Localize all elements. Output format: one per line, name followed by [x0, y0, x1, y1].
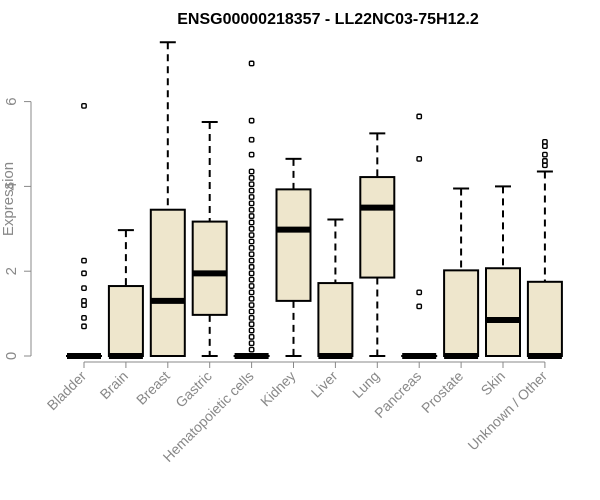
outlier-point [248, 175, 255, 181]
outlier-point [248, 194, 255, 200]
outlier-point [248, 151, 255, 158]
outlier-point [248, 321, 255, 328]
x-tick-label: Breast [133, 368, 173, 408]
y-axis-label: Expression [0, 162, 17, 236]
box-unknown-other [526, 138, 563, 359]
y-tick-label: 4 [3, 182, 20, 190]
outlier-point [248, 264, 255, 270]
x-tick-label: Bladder [44, 368, 90, 414]
outlier-point [248, 283, 255, 289]
box-rect [149, 208, 186, 357]
outlier-point [248, 117, 255, 124]
outlier-point [81, 102, 87, 109]
y-axis: 0 2 4 6 [3, 97, 32, 360]
outlier-point [248, 289, 255, 296]
box-rect [191, 220, 228, 316]
outlier-point [81, 257, 87, 264]
box-bladder [66, 102, 102, 359]
outlier-point [248, 308, 255, 315]
outlier-point [248, 238, 255, 245]
box-brain [107, 229, 144, 359]
box-kidney [275, 157, 312, 357]
box-hematopoietic-cells [233, 60, 270, 359]
outlier-point [248, 276, 255, 283]
outlier-point [248, 346, 255, 353]
box-rect [107, 285, 144, 358]
x-tick-label: Kidney [257, 368, 299, 410]
outlier-point [248, 302, 255, 309]
outlier-point [248, 60, 255, 67]
outlier-point [416, 289, 423, 296]
outlier-point [248, 314, 255, 321]
outlier-point [542, 162, 548, 169]
outlier-point [248, 200, 255, 207]
outlier-point [81, 270, 87, 277]
box-rect [275, 188, 312, 302]
outlier-point [542, 151, 548, 158]
box-breast [149, 41, 186, 357]
outlier-point [248, 181, 255, 188]
x-tick-label: Lung [349, 368, 382, 401]
box-rect [359, 176, 396, 279]
outlier-point [248, 225, 255, 232]
x-tick-label: Skin [478, 368, 509, 399]
x-tick-label: Liver [308, 368, 341, 401]
outlier-point [248, 244, 255, 251]
outlier-point [542, 143, 548, 150]
x-tick-label: Unknown / Other [464, 368, 550, 454]
box-prostate [443, 187, 480, 359]
box-rect [317, 282, 354, 357]
box-lung [359, 132, 396, 357]
outlier-point [248, 219, 255, 226]
x-tick-label: Prostate [418, 368, 466, 416]
outlier-point [248, 213, 255, 219]
outlier-point [248, 270, 255, 277]
outlier-point [248, 136, 255, 143]
outlier-point [248, 187, 255, 194]
outlier-point [248, 334, 255, 340]
box-pancreas [401, 113, 438, 359]
x-tick-label: Brain [97, 368, 131, 402]
box-gastric [191, 120, 228, 357]
outlier-point [248, 257, 255, 264]
outlier-point [248, 327, 255, 334]
box-rect [526, 280, 563, 357]
outlier-point [81, 302, 87, 309]
outlier-point [81, 314, 87, 321]
y-tick-label: 2 [3, 267, 20, 275]
box-skin [485, 185, 521, 357]
box-rect [485, 267, 521, 357]
outlier-point [248, 340, 255, 347]
outlier-point [248, 232, 255, 239]
chart-title: ENSG00000218357 - LL22NC03-75H12.2 [177, 11, 479, 28]
y-tick-label: 6 [3, 97, 20, 105]
box-rect [443, 269, 480, 357]
outlier-point [248, 295, 255, 302]
box-liver [317, 218, 354, 359]
outlier-point [81, 323, 87, 330]
outlier-point [416, 303, 423, 310]
outlier-point [248, 206, 255, 213]
outlier-point [248, 168, 255, 175]
outlier-point [416, 113, 423, 120]
plot-area [66, 41, 563, 359]
x-tick-label: Pancreas [371, 368, 424, 421]
outlier-point [248, 251, 255, 258]
y-tick-label: 0 [3, 352, 20, 360]
outlier-point [81, 285, 87, 292]
outlier-point [416, 155, 423, 162]
